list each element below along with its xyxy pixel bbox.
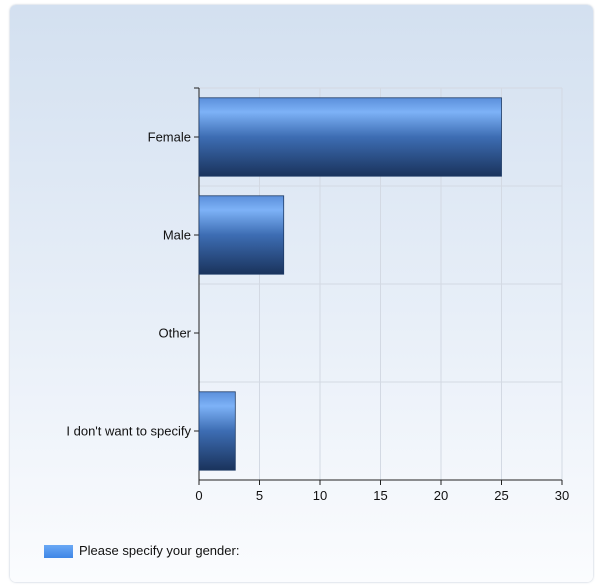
category-label: Other <box>158 326 191 341</box>
x-tick-label: 20 <box>434 488 448 503</box>
x-tick-label: 25 <box>494 488 508 503</box>
bar <box>198 195 285 275</box>
x-tick-label: 0 <box>195 488 202 503</box>
labels: 0 5 10 15 20 25 30 Female Male Other I don't want … <box>66 130 569 504</box>
legend-swatch <box>44 545 73 558</box>
category-label: Male <box>163 228 191 243</box>
bar <box>198 97 502 177</box>
x-tick-label: 30 <box>555 488 569 503</box>
x-tick-label: 5 <box>256 488 263 503</box>
x-tick-label: 15 <box>373 488 387 503</box>
x-tick-label: 10 <box>313 488 327 503</box>
bars <box>198 97 502 471</box>
legend-label: Please specify your gender: <box>79 543 240 558</box>
category-label: Female <box>148 130 191 145</box>
bar <box>198 391 236 471</box>
category-label: I don't want to specify <box>66 424 191 439</box>
